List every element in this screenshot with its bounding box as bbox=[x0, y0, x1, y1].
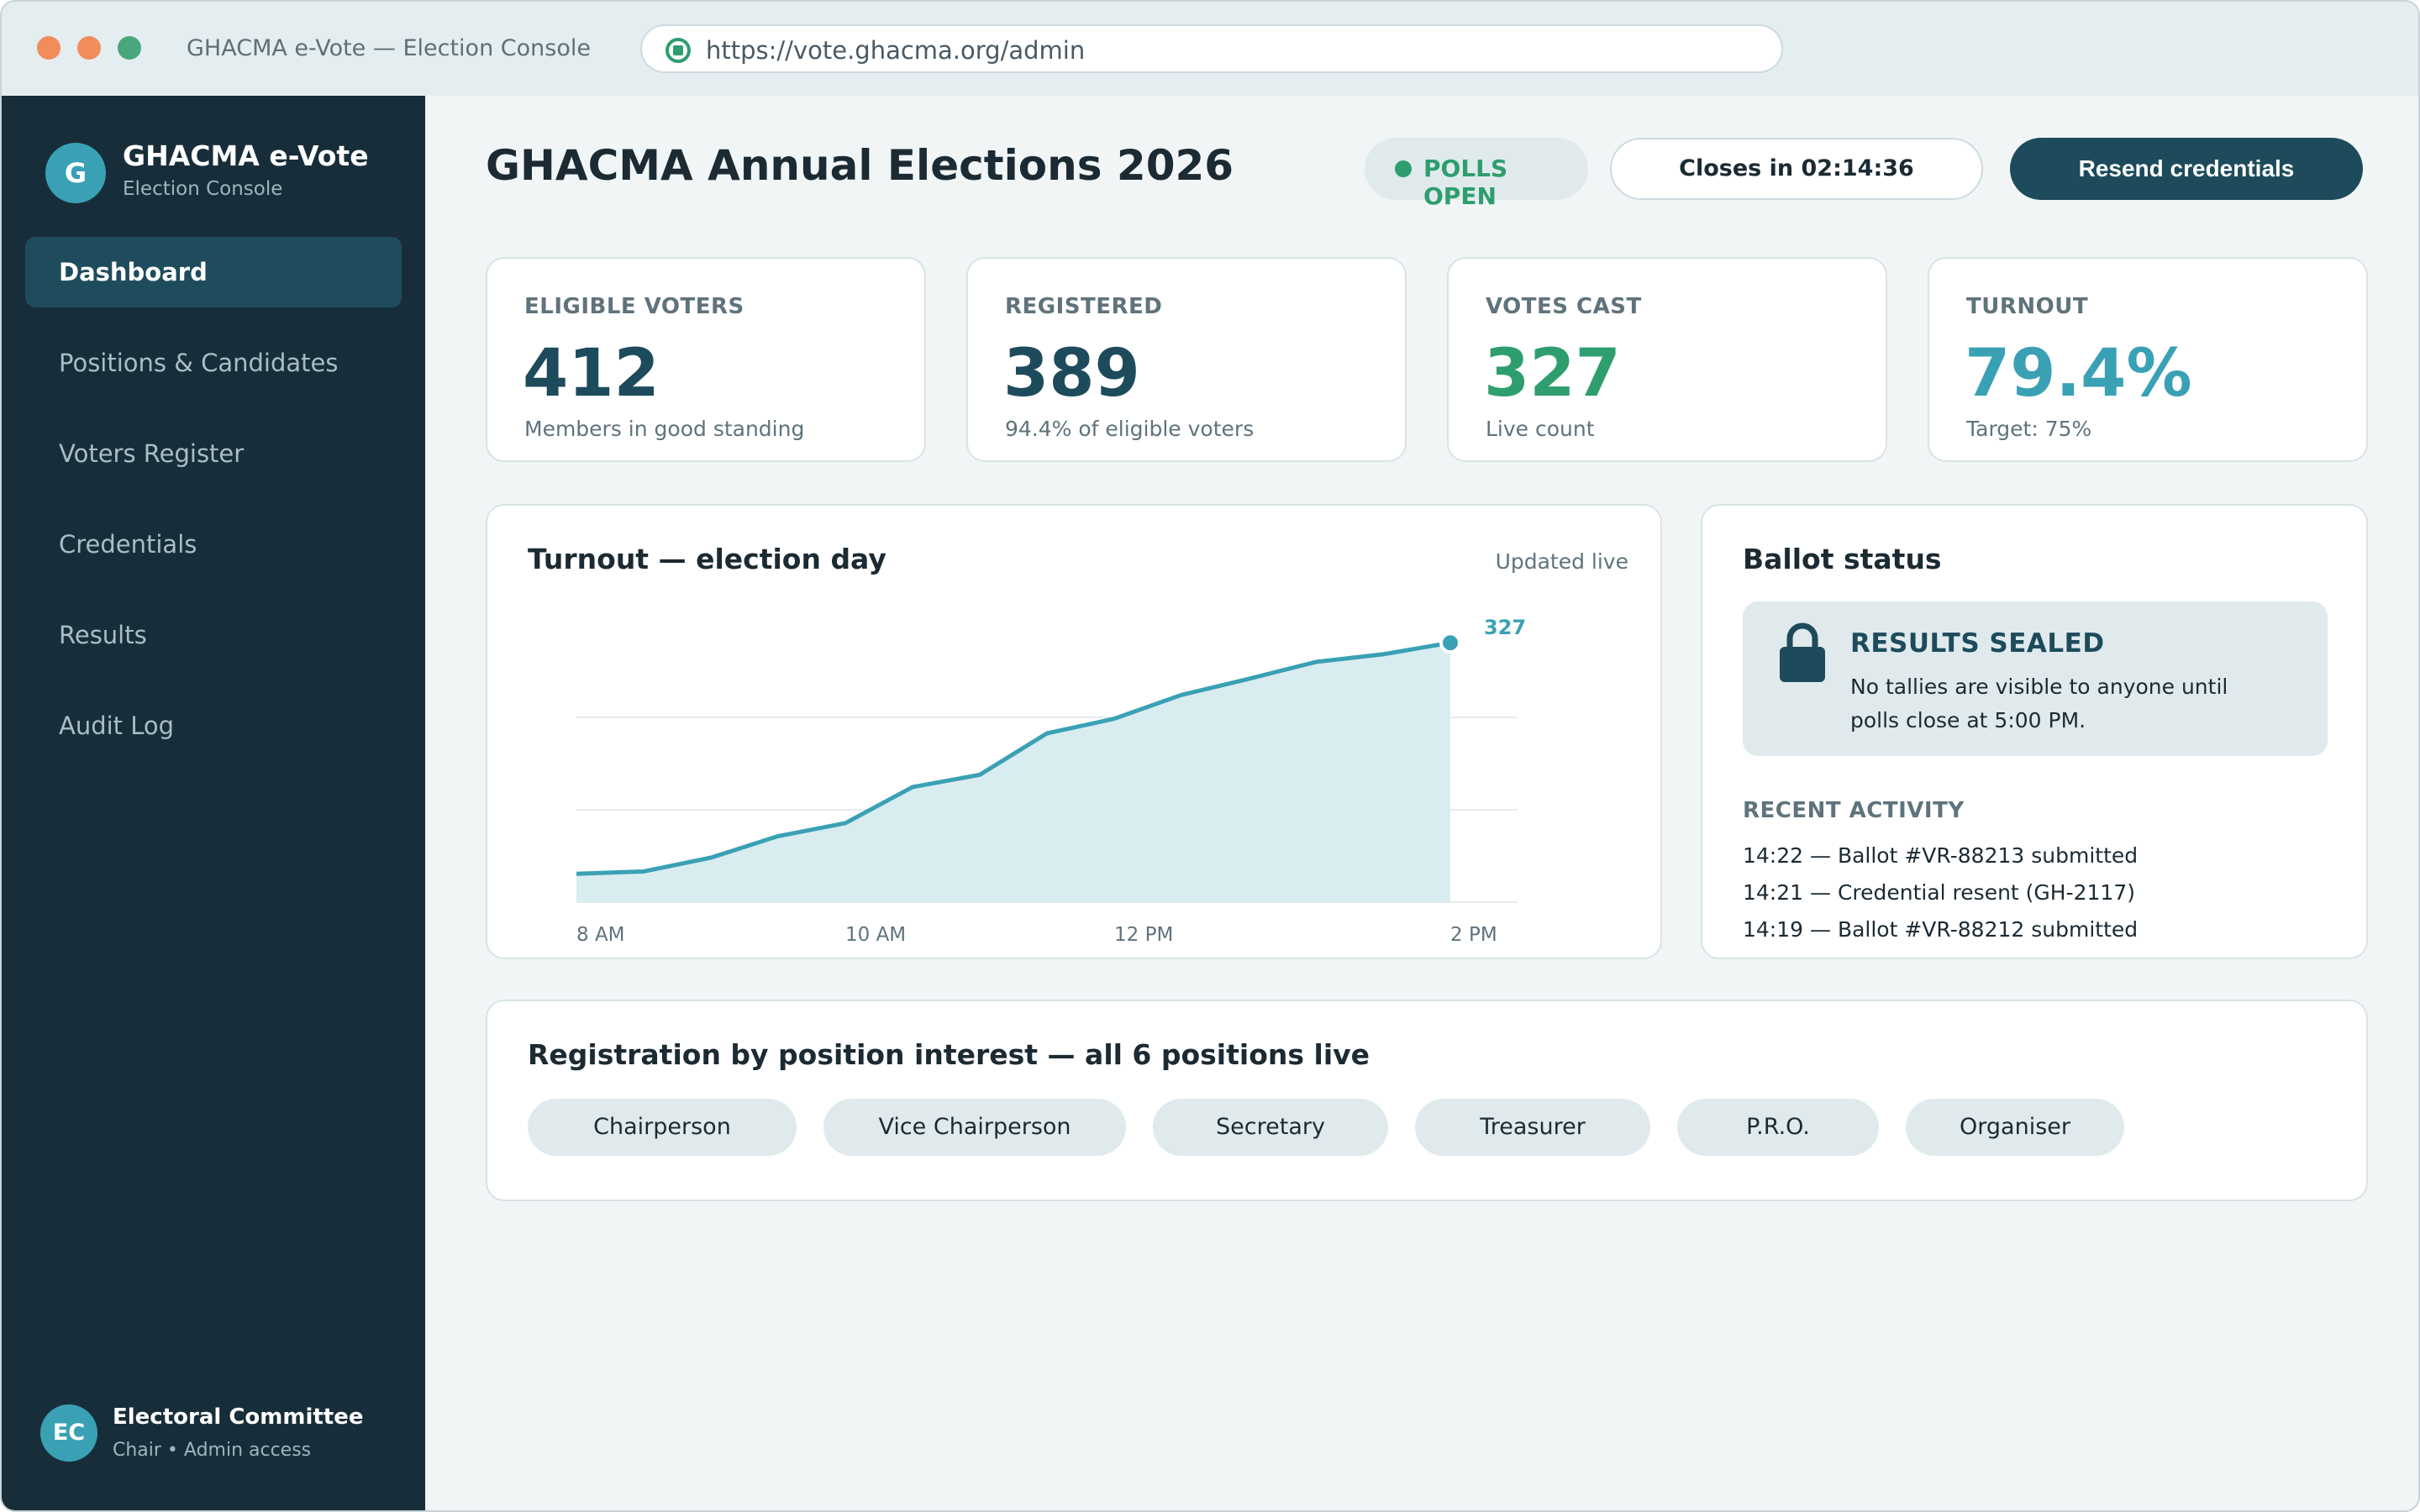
sidebar-item-voters-register[interactable]: Voters Register bbox=[59, 439, 245, 468]
stat-value: 389 bbox=[1003, 336, 1140, 412]
secure-site-icon bbox=[666, 38, 691, 63]
stat-note: Members in good standing bbox=[524, 417, 805, 441]
positions-title: Registration by position interest — all … bbox=[528, 1038, 1370, 1071]
sidebar-item-results[interactable]: Results bbox=[59, 621, 147, 649]
stat-note: Live count bbox=[1486, 417, 1595, 441]
recent-activity-label: RECENT ACTIVITY bbox=[1743, 798, 1965, 823]
sidebar: G GHACMA e-Vote Election Console Dashboa… bbox=[2, 96, 425, 1510]
page-title: GHACMA Annual Elections 2026 bbox=[486, 141, 1234, 190]
lock-icon bbox=[1780, 622, 1825, 682]
url-text[interactable]: https://vote.ghacma.org/admin bbox=[706, 36, 1086, 65]
position-chip-chairperson[interactable]: Chairperson bbox=[528, 1099, 797, 1156]
sidebar-item-audit-log[interactable]: Audit Log bbox=[59, 711, 175, 740]
brand-name: GHACMA e-Vote bbox=[123, 139, 369, 172]
brand-logo: G bbox=[45, 143, 106, 203]
polls-status-badge: POLLS OPEN bbox=[1365, 138, 1588, 210]
chart-area bbox=[576, 643, 1450, 902]
user-avatar[interactable]: EC bbox=[40, 1404, 97, 1462]
chart-x-tick-label: 2 PM bbox=[1450, 924, 1497, 946]
positions-card: Registration by position interest — all … bbox=[486, 1000, 2368, 1201]
polls-status-text: POLLS OPEN bbox=[1423, 155, 1508, 210]
stat-value: 79.4% bbox=[1965, 336, 2192, 412]
sidebar-item-dashboard[interactable]: Dashboard bbox=[25, 237, 402, 307]
position-chip-organiser[interactable]: Organiser bbox=[1906, 1099, 2124, 1156]
sidebar-item-positions-candidates[interactable]: Positions & Candidates bbox=[59, 349, 339, 377]
chart-series-line bbox=[576, 640, 1451, 876]
turnout-chart: 327 8 AM 10 AM 12 PM 2 PM bbox=[576, 616, 1526, 946]
chart-title: Turnout — election day bbox=[528, 543, 886, 575]
position-chip-vice-chairperson[interactable]: Vice Chairperson bbox=[823, 1099, 1126, 1156]
chart-updated-label: Updated live bbox=[1495, 549, 1628, 574]
stat-label: VOTES CAST bbox=[1486, 294, 1642, 319]
position-chip-treasurer[interactable]: Treasurer bbox=[1415, 1099, 1650, 1156]
stat-value: 327 bbox=[1484, 336, 1621, 412]
minimize-window-button[interactable] bbox=[77, 36, 101, 60]
activity-item: 14:21 — Credential resent (GH-2117) bbox=[1743, 880, 2135, 905]
turnout-chart-card: Turnout — election day Updated live 327 8… bbox=[486, 504, 1662, 959]
stat-card-turnout: TURNOUT 79.4% Target: 75% bbox=[1928, 257, 2368, 462]
ballot-status-card: Ballot status RESULTS SEALED No tallies … bbox=[1701, 504, 2368, 959]
close-window-button[interactable] bbox=[37, 36, 60, 60]
brand-subtitle: Election Console bbox=[123, 178, 283, 200]
user-role: Chair • Admin access bbox=[113, 1440, 312, 1461]
position-chip-secretary[interactable]: Secretary bbox=[1153, 1099, 1388, 1156]
stat-label: REGISTERED bbox=[1005, 294, 1163, 319]
position-chip-pro[interactable]: P.R.O. bbox=[1677, 1099, 1879, 1156]
sealed-title: RESULTS SEALED bbox=[1850, 628, 2105, 659]
chart-x-tick-label: 8 AM bbox=[576, 924, 625, 946]
activity-item: 14:22 — Ballot #VR-88213 submitted bbox=[1743, 843, 2139, 868]
chart-x-tick-label: 10 AM bbox=[845, 924, 906, 946]
chart-point-latest bbox=[1439, 632, 1461, 654]
resend-credentials-button[interactable]: Resend credentials bbox=[2010, 138, 2363, 200]
activity-item: 14:19 — Ballot #VR-88212 submitted bbox=[1743, 917, 2139, 942]
ballot-status-title: Ballot status bbox=[1743, 543, 1942, 575]
stat-note: Target: 75% bbox=[1966, 417, 2092, 441]
stat-label: ELIGIBLE VOTERS bbox=[524, 294, 744, 319]
address-bar[interactable]: https://vote.ghacma.org/admin bbox=[640, 24, 1783, 73]
stat-card-votes-cast: VOTES CAST 327 Live count bbox=[1447, 257, 1887, 462]
title-bar: GHACMA e-Vote — Election Console https:/… bbox=[2, 2, 2418, 96]
results-sealed-notice: RESULTS SEALED No tallies are visible to… bbox=[1743, 601, 2328, 756]
stat-label: TURNOUT bbox=[1966, 294, 2089, 319]
chart-x-tick-label: 12 PM bbox=[1114, 924, 1173, 946]
user-name: Electoral Committee bbox=[113, 1404, 364, 1430]
stat-note: 94.4% of eligible voters bbox=[1005, 417, 1255, 441]
window-title: GHACMA e-Vote — Election Console bbox=[187, 35, 591, 61]
sealed-description: No tallies are visible to anyone until p… bbox=[1850, 675, 2228, 732]
stat-card-registered: REGISTERED 389 94.4% of eligible voters bbox=[966, 257, 1407, 462]
sidebar-item-credentials[interactable]: Credentials bbox=[59, 530, 197, 559]
maximize-window-button[interactable] bbox=[118, 36, 141, 60]
stat-card-eligible-voters: ELIGIBLE VOTERS 412 Members in good stan… bbox=[486, 257, 926, 462]
closing-countdown: Closes in 02:14:36 bbox=[1610, 138, 1983, 200]
chart-latest-label: 327 bbox=[1484, 616, 1526, 639]
status-dot-icon bbox=[1395, 160, 1412, 177]
stat-value: 412 bbox=[523, 336, 660, 412]
